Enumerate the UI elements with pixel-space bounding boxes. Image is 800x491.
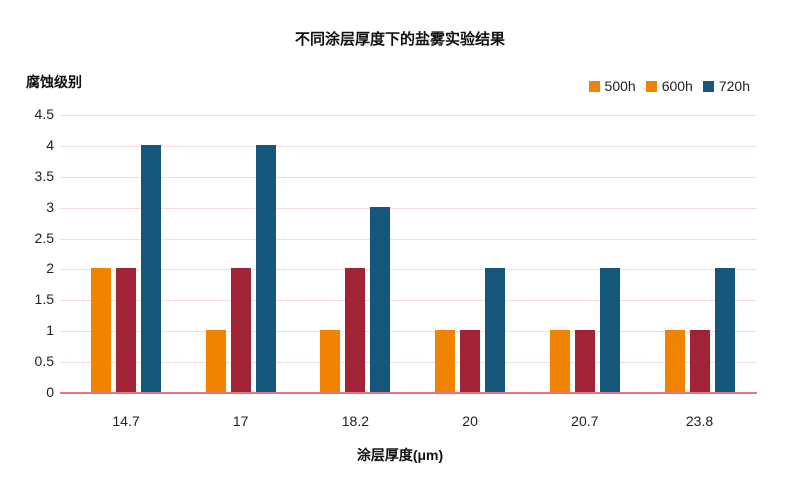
y-tick-label: 2	[46, 260, 54, 277]
gridline	[60, 238, 757, 240]
gridline	[60, 331, 757, 333]
legend-label: 720h	[718, 78, 750, 94]
x-tick-label: 18.2	[341, 413, 370, 429]
bar-720h-23.8[interactable]	[714, 268, 735, 392]
bar-500h-20[interactable]	[435, 330, 456, 392]
y-tick-label: 3	[46, 198, 54, 215]
bar-720h-18.2[interactable]	[370, 206, 391, 392]
x-tick-label: 23.8	[685, 413, 714, 429]
legend-swatch-icon	[702, 80, 714, 92]
bar-500h-14.7[interactable]	[91, 268, 111, 392]
bar-500h-17[interactable]	[205, 330, 226, 392]
legend: 500h 600h 720h	[588, 78, 750, 94]
bar-600h-20[interactable]	[460, 330, 481, 392]
bar-600h-17[interactable]	[230, 268, 251, 392]
legend-swatch-icon	[588, 80, 600, 92]
bar-720h-17[interactable]	[255, 144, 276, 392]
y-tick-label: 4.5	[34, 106, 54, 122]
bar-600h-18.2[interactable]	[345, 268, 366, 392]
bar-720h-20.7[interactable]	[599, 268, 620, 392]
y-tick-label: 4	[46, 136, 54, 153]
gridline	[60, 145, 757, 147]
y-tick-label: 1	[46, 322, 54, 339]
x-tick-label: 14.7	[112, 413, 140, 429]
bar-720h-14.7[interactable]	[141, 144, 161, 392]
bar-600h-14.7[interactable]	[116, 268, 136, 392]
gridline	[60, 176, 757, 178]
x-tick-label: 20	[462, 413, 478, 429]
gridline	[60, 300, 757, 302]
y-axis-label: 腐蚀级别	[26, 74, 82, 90]
legend-label: 600h	[661, 78, 693, 94]
y-tick-label: 0	[46, 384, 54, 400]
y-tick-label: 2.5	[34, 229, 54, 246]
x-tick-label: 17	[232, 413, 249, 429]
legend-label: 500h	[604, 78, 636, 94]
bar-600h-23.8[interactable]	[689, 330, 710, 392]
gridline	[60, 362, 757, 364]
gridline	[60, 207, 757, 209]
bar-500h-23.8[interactable]	[664, 330, 685, 392]
legend-swatch-icon	[645, 80, 657, 92]
bar-500h-18.2[interactable]	[320, 330, 341, 392]
plot-area	[60, 115, 757, 394]
x-axis-line	[60, 392, 757, 394]
gridline	[60, 115, 757, 116]
legend-item-720h[interactable]: 720h	[702, 78, 750, 94]
chart-title: 不同涂层厚度下的盐雾实验结果	[294, 31, 505, 48]
bar-600h-20.7[interactable]	[574, 330, 595, 392]
y-tick-label: 3.5	[34, 167, 54, 184]
x-tick-label: 20.7	[571, 413, 599, 429]
y-tick-label: 0.5	[34, 353, 54, 370]
legend-item-500h[interactable]: 500h	[588, 78, 636, 94]
x-axis-label: 涂层厚度(μm)	[356, 447, 444, 463]
y-tick-label: 1.5	[34, 291, 54, 308]
bar-720h-20[interactable]	[485, 268, 506, 392]
gridline	[60, 269, 757, 271]
legend-item-600h[interactable]: 600h	[645, 78, 693, 94]
bar-500h-20.7[interactable]	[549, 330, 570, 392]
